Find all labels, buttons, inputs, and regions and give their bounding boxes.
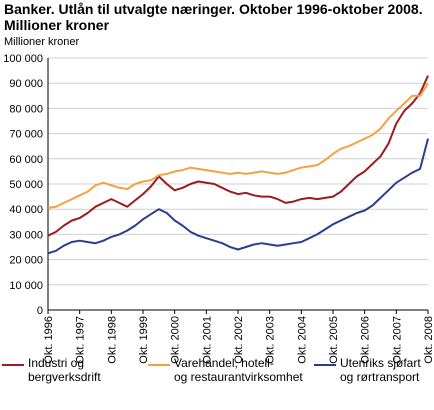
legend-label-industri-line-1: Industri og bbox=[28, 356, 85, 370]
y-tick-label: 30 000 bbox=[9, 229, 43, 241]
chart-title-line-2: Millioner kroner bbox=[4, 17, 110, 33]
x-tick-label: Okt. 2005 bbox=[328, 316, 340, 364]
y-tick-label: 40 000 bbox=[9, 204, 43, 216]
series-line-industri bbox=[47, 75, 429, 237]
chart-title-line-1: Banker. Utlån til utvalgte næringer. Okt… bbox=[4, 1, 423, 17]
y-tick-label: 50 000 bbox=[9, 179, 43, 191]
legend-label-industri-line-2: bergverksdrift bbox=[28, 370, 101, 384]
legend-item-varehandel: Varehandel, hotell- og restaurantvirksom… bbox=[148, 356, 303, 384]
y-tick-label: 90 000 bbox=[9, 78, 43, 90]
legend-swatch-varehandel bbox=[148, 364, 170, 366]
legend-label-varehandel-line-2: og restaurantvirksomhet bbox=[174, 370, 303, 384]
y-tick-label: 100 000 bbox=[3, 53, 43, 65]
y-tick-label: 60 000 bbox=[9, 154, 43, 166]
x-tick-label: Okt. 2003 bbox=[265, 316, 277, 364]
legend-label-utenriks-line-2: og rørtransport bbox=[340, 370, 420, 384]
x-tick-label: Okt. 2008 bbox=[423, 316, 434, 364]
legend-label-utenriks-line-1: Utenriks sjøfart bbox=[340, 356, 421, 370]
x-tick-label: Okt. 1999 bbox=[138, 316, 150, 364]
y-tick-label: 20 000 bbox=[9, 255, 43, 267]
x-tick-label: Okt. 2004 bbox=[296, 316, 308, 364]
x-tick-label: Okt. 2002 bbox=[233, 316, 245, 364]
series-line-utenriks bbox=[47, 138, 429, 255]
legend-swatch-industri bbox=[2, 364, 24, 366]
series-line-varehandel bbox=[47, 82, 429, 209]
legend-label-varehandel-line-1: Varehandel, hotell- bbox=[174, 356, 274, 370]
x-tick-label: Okt. 1998 bbox=[106, 316, 118, 364]
x-tick-label: Okt. 2000 bbox=[170, 316, 182, 364]
y-tick-label: 80 000 bbox=[9, 103, 43, 115]
y-tick-label: 70 000 bbox=[9, 129, 43, 141]
chart-title: Banker. Utlån til utvalgte næringer. Okt… bbox=[4, 1, 432, 33]
y-tick-label: 10 000 bbox=[9, 280, 43, 292]
legend-item-industri: Industri og bergverksdrift bbox=[2, 356, 101, 384]
legend-item-utenriks: Utenriks sjøfart og rørtransport bbox=[314, 356, 421, 384]
x-tick-label: Okt. 2007 bbox=[391, 316, 403, 364]
x-tick-label: Okt. 1996 bbox=[43, 316, 55, 364]
y-axis-unit-label: Millioner kroner bbox=[4, 36, 80, 48]
x-tick-label: Okt. 1997 bbox=[75, 316, 87, 364]
legend-swatch-utenriks bbox=[314, 364, 336, 366]
y-tick-label: 0 bbox=[37, 305, 43, 317]
x-tick-label: Okt. 2006 bbox=[360, 316, 372, 364]
x-tick-label: Okt. 2001 bbox=[201, 316, 213, 364]
